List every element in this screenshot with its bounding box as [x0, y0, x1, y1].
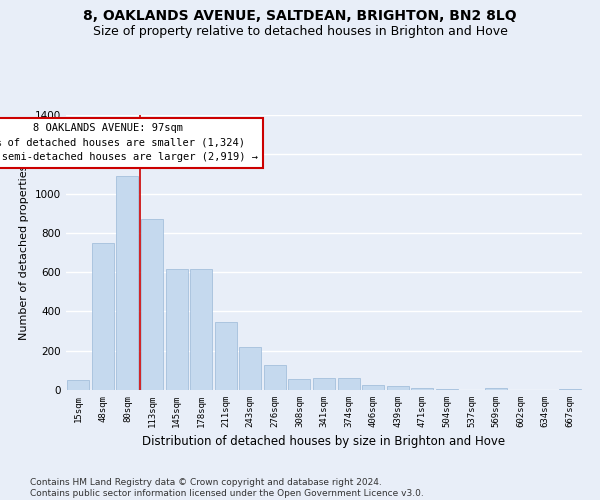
Bar	[289, 379, 310, 390]
Bar	[264, 366, 286, 390]
Text: Contains HM Land Registry data © Crown copyright and database right 2024.
Contai: Contains HM Land Registry data © Crown c…	[30, 478, 424, 498]
Text: 8, OAKLANDS AVENUE, SALTDEAN, BRIGHTON, BN2 8LQ: 8, OAKLANDS AVENUE, SALTDEAN, BRIGHTON, …	[83, 9, 517, 23]
Bar	[338, 378, 359, 390]
Bar	[411, 388, 433, 390]
Bar	[67, 380, 89, 390]
Bar	[215, 322, 237, 390]
Text: Size of property relative to detached houses in Brighton and Hove: Size of property relative to detached ho…	[92, 25, 508, 38]
Bar	[190, 269, 212, 390]
Y-axis label: Number of detached properties: Number of detached properties	[19, 165, 29, 340]
Bar	[313, 378, 335, 390]
Bar	[116, 176, 139, 390]
Bar	[141, 219, 163, 390]
Bar	[362, 385, 384, 390]
Bar	[485, 388, 507, 390]
Bar	[436, 389, 458, 390]
Bar	[559, 389, 581, 390]
Bar	[239, 347, 262, 390]
Bar	[166, 269, 188, 390]
Bar	[92, 242, 114, 390]
Bar	[386, 386, 409, 390]
Text: 8 OAKLANDS AVENUE: 97sqm
← 31% of detached houses are smaller (1,324)
68% of sem: 8 OAKLANDS AVENUE: 97sqm ← 31% of detach…	[0, 123, 258, 162]
X-axis label: Distribution of detached houses by size in Brighton and Hove: Distribution of detached houses by size …	[142, 436, 506, 448]
